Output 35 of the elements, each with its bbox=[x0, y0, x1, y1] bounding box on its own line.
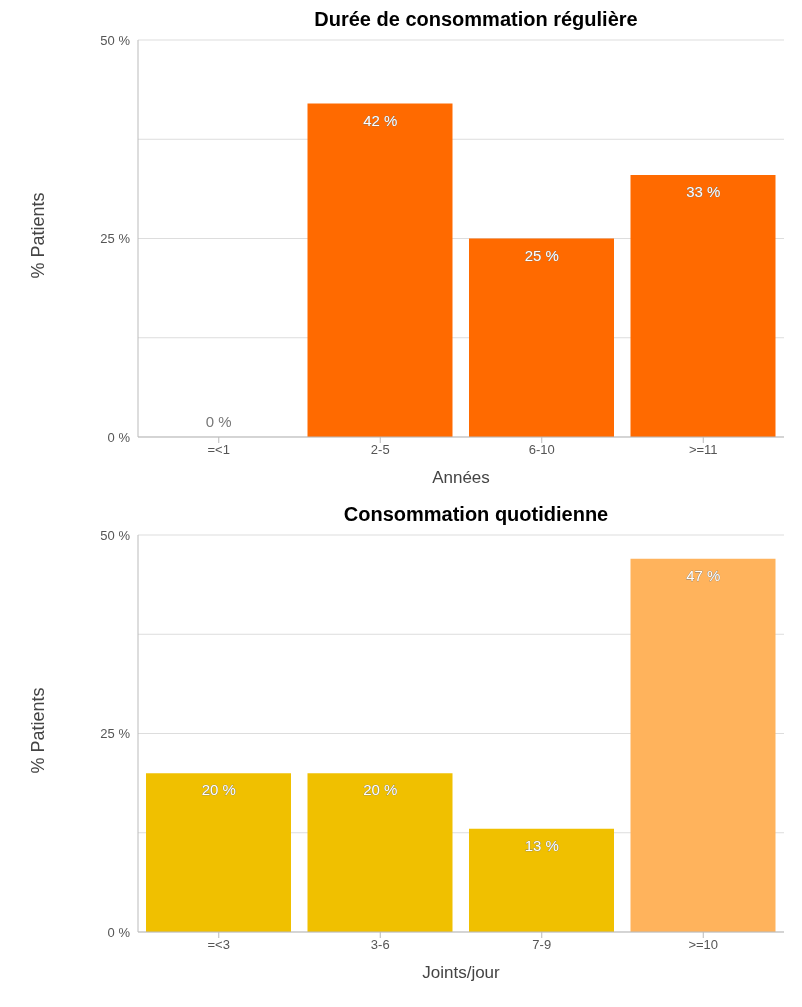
x-tick-label: 2-5 bbox=[370, 442, 390, 458]
x-tick-label: >=11 bbox=[688, 442, 718, 458]
y-axis-title: % Patients bbox=[28, 192, 49, 279]
x-tick-label: =<1 bbox=[207, 442, 230, 458]
y-tick-label: 25 % bbox=[100, 231, 131, 247]
bar bbox=[469, 238, 614, 437]
chart-title: Consommation quotidienne bbox=[342, 503, 610, 527]
bar bbox=[630, 174, 776, 437]
data-label: 20 % bbox=[201, 781, 236, 799]
y-tick-label: 25 % bbox=[100, 726, 131, 742]
y-tick-label: 0 % bbox=[107, 924, 131, 940]
x-axis-title: Années bbox=[432, 468, 490, 487]
y-tick-label: 50 % bbox=[100, 527, 131, 543]
data-label: 25 % bbox=[524, 246, 559, 264]
y-axis-title: % Patients bbox=[28, 687, 49, 774]
x-tick-label: =<3 bbox=[207, 937, 230, 953]
x-tick-label: >=10 bbox=[688, 937, 719, 953]
chart-title: Durée de consommation régulière bbox=[313, 8, 639, 32]
bar bbox=[307, 773, 453, 932]
bar bbox=[469, 828, 614, 932]
data-label: 20 % bbox=[363, 781, 398, 799]
x-axis-title: Joints/jour bbox=[422, 963, 501, 982]
data-label: 13 % bbox=[524, 836, 559, 854]
bar bbox=[307, 103, 453, 437]
x-tick-label: 3-6 bbox=[370, 937, 390, 953]
y-tick-label: 0 % bbox=[107, 429, 131, 445]
x-tick-label: 6-10 bbox=[528, 442, 555, 458]
data-label: 47 % bbox=[686, 566, 721, 584]
y-tick-label: 50 % bbox=[100, 32, 131, 48]
bar bbox=[630, 558, 776, 932]
data-label: 33 % bbox=[686, 182, 721, 200]
x-tick-label: 7-9 bbox=[532, 937, 552, 953]
data-label: 42 % bbox=[363, 111, 398, 129]
data-label: 0 % bbox=[205, 413, 232, 430]
bar bbox=[146, 773, 291, 932]
